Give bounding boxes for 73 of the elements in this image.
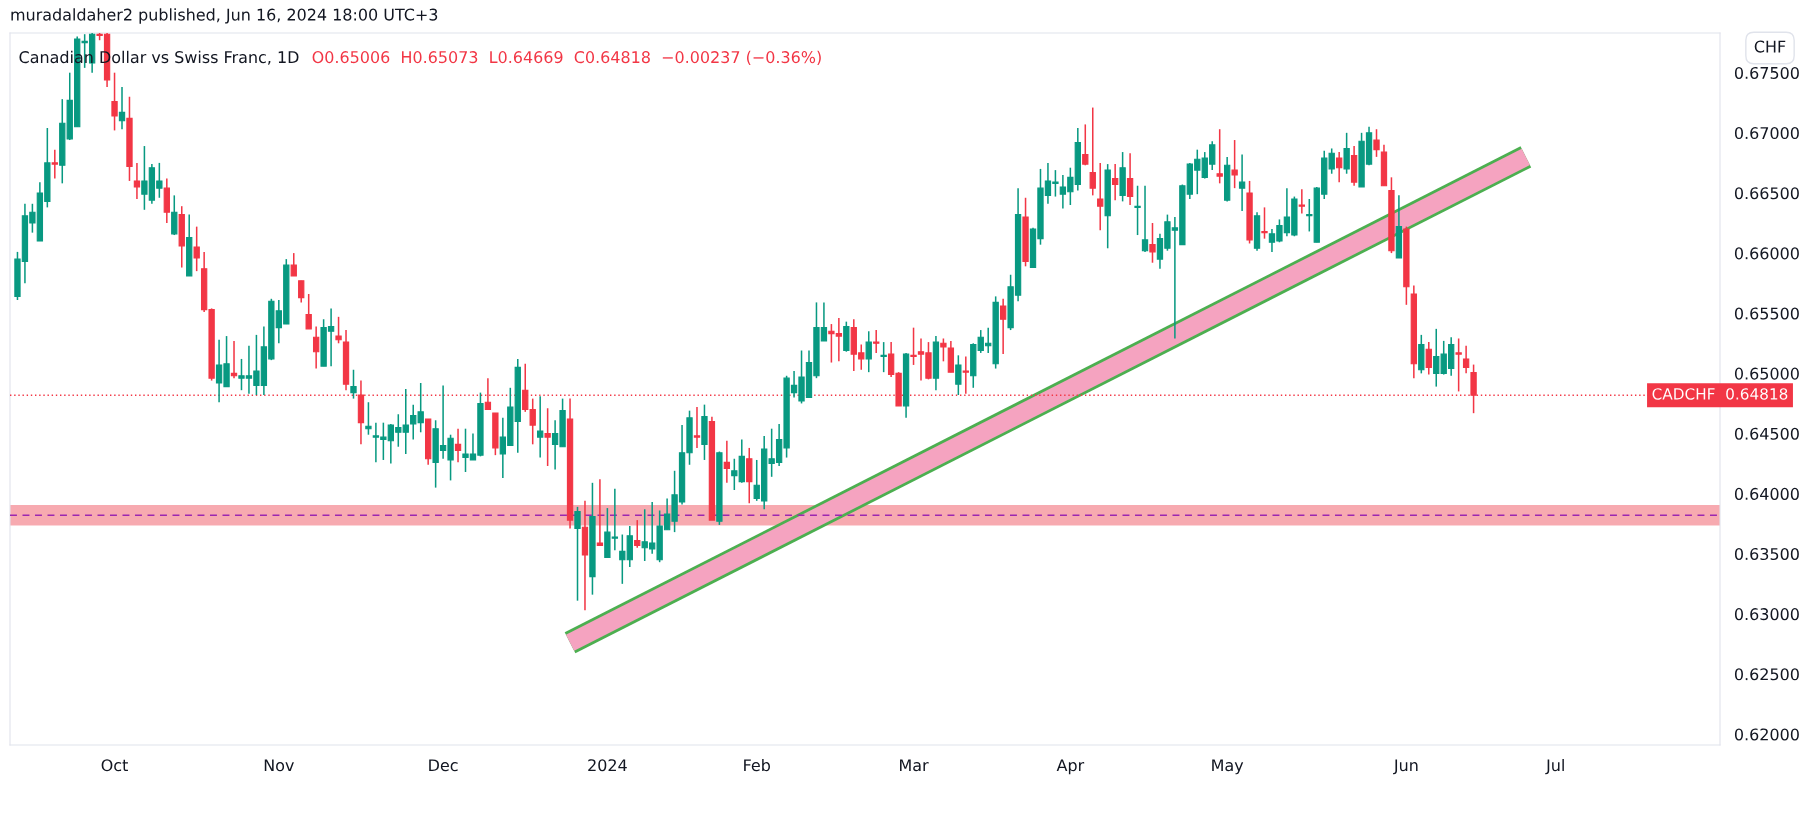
candlestick bbox=[1149, 222, 1156, 264]
candlestick bbox=[634, 519, 641, 549]
candlestick bbox=[298, 279, 305, 304]
y-tick-label: 0.65000 bbox=[1734, 367, 1799, 380]
candlestick bbox=[335, 316, 342, 345]
candlestick bbox=[693, 406, 701, 449]
candlestick bbox=[1298, 188, 1306, 215]
candlestick bbox=[1336, 151, 1343, 183]
candlestick bbox=[999, 298, 1007, 355]
candlestick bbox=[1373, 128, 1380, 158]
x-tick-label: Jun bbox=[1393, 759, 1418, 775]
y-tick-label: 0.66000 bbox=[1734, 247, 1799, 260]
candlestick bbox=[1238, 153, 1246, 212]
x-tick-label: Dec bbox=[429, 759, 458, 772]
candlestick bbox=[1082, 123, 1089, 167]
candlestick bbox=[873, 329, 880, 354]
candlestick bbox=[1455, 337, 1462, 393]
x-tick-label: Feb bbox=[744, 758, 770, 772]
candlestick bbox=[1343, 132, 1350, 175]
y-tick-label: 0.63500 bbox=[1734, 547, 1799, 561]
y-tick-label: 0.64000 bbox=[1734, 487, 1799, 500]
x-tick-label: Apr bbox=[1056, 759, 1085, 775]
candlestick bbox=[193, 225, 200, 272]
candlestick bbox=[454, 427, 462, 464]
y-tick-label: 0.64500 bbox=[1734, 427, 1799, 440]
candlestick bbox=[574, 506, 581, 602]
x-tick-label: 2024 bbox=[588, 759, 627, 772]
ref-line-label: CADCHF 0.64818 bbox=[1652, 388, 1788, 400]
candlestick bbox=[723, 439, 731, 484]
y-tick-label: 0.65500 bbox=[1734, 307, 1799, 320]
candlestick bbox=[910, 326, 917, 366]
x-tick-label: Mar bbox=[900, 759, 929, 772]
y-tick-label: 0.62000 bbox=[1734, 728, 1799, 741]
candlestick bbox=[1141, 184, 1149, 253]
candlestick bbox=[544, 407, 551, 467]
y-tick-label: 0.63000 bbox=[1734, 608, 1799, 621]
x-tick-label: Nov bbox=[264, 759, 294, 772]
candlestick bbox=[1425, 341, 1432, 376]
candlestick bbox=[955, 354, 962, 396]
candlestick bbox=[365, 401, 372, 436]
candlestick bbox=[171, 194, 178, 236]
candlestick bbox=[1126, 152, 1134, 206]
candlestick bbox=[1089, 106, 1096, 197]
x-tick-label: May bbox=[1212, 759, 1244, 775]
y-tick-label: 0.62500 bbox=[1734, 668, 1799, 681]
candlestick bbox=[111, 71, 118, 132]
y-tick-label: 0.67000 bbox=[1734, 127, 1799, 140]
candlestick bbox=[133, 162, 141, 200]
y-tick-label: 0.67500 bbox=[1734, 66, 1799, 79]
candlestick bbox=[537, 395, 544, 459]
x-tick-label: Oct bbox=[101, 759, 128, 772]
candlestick bbox=[350, 368, 357, 400]
candlestick bbox=[880, 341, 887, 373]
candlestick bbox=[305, 293, 312, 330]
text: muradaldaher2 published, Jun 16, 2024 18:00 UTC+3 bbox=[11, 8, 438, 24]
candlestick bbox=[51, 148, 58, 180]
candlestick bbox=[596, 478, 604, 547]
candlestick bbox=[1097, 162, 1104, 232]
y-tick-label: 0.66500 bbox=[1734, 187, 1799, 200]
candlestick bbox=[746, 447, 753, 505]
candlestick bbox=[1216, 128, 1223, 185]
candlestick bbox=[290, 252, 297, 277]
candlestick bbox=[1111, 163, 1119, 201]
y-axis-title: CHF bbox=[1754, 40, 1786, 53]
text: O0.65006 H0.65073 L0.64669 C0.64818 −0.00237 (−0.36%) bbox=[312, 50, 821, 66]
candlestick bbox=[312, 325, 320, 370]
x-tick-label: Jul bbox=[1545, 758, 1564, 775]
candlestick bbox=[1261, 206, 1268, 240]
candlestick bbox=[1231, 139, 1238, 189]
candlestick bbox=[1134, 184, 1141, 236]
candlestick bbox=[118, 86, 126, 130]
candlestick bbox=[865, 330, 872, 373]
candlestick bbox=[1462, 344, 1470, 375]
